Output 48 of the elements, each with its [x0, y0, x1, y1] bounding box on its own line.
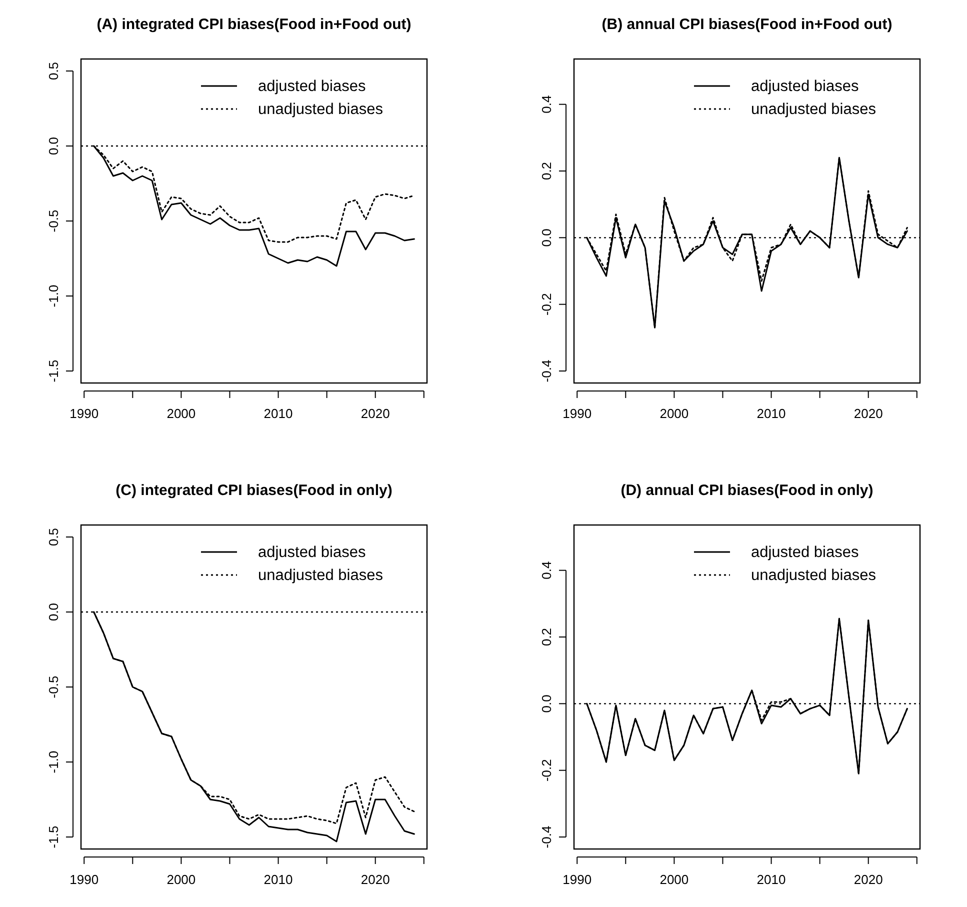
x-tick-label: 2000 — [660, 406, 689, 421]
x-tick-label: 1990 — [562, 872, 592, 887]
y-tick-label: 0.0 — [539, 694, 554, 713]
y-tick-label: 0.2 — [539, 162, 554, 180]
x-tick-label: 2020 — [854, 406, 883, 421]
x-tick-label: 2000 — [166, 406, 196, 421]
x-tick-label: 2020 — [360, 872, 390, 887]
x-tick-label: 2000 — [660, 872, 689, 887]
y-tick-label: -0.4 — [539, 826, 554, 848]
x-tick-label: 2020 — [360, 406, 390, 421]
chart-title: (D) annual CPI biases(Food in only) — [620, 482, 874, 499]
y-tick-label: 0.0 — [46, 136, 61, 156]
x-tick-label: 1990 — [70, 872, 99, 887]
legend-label: unadjusted biases — [751, 567, 876, 584]
legend-label: adjusted biases — [258, 78, 366, 95]
x-tick-label: 2010 — [756, 872, 786, 887]
y-tick-label: -0.5 — [46, 210, 61, 232]
y-tick-label: 0.4 — [539, 561, 554, 580]
y-tick-label: 0.5 — [46, 62, 61, 80]
y-tick-label: -1.0 — [46, 284, 61, 308]
y-tick-label: 0.5 — [46, 528, 61, 546]
y-tick-label: 0.2 — [539, 628, 554, 646]
y-tick-label: -0.2 — [539, 759, 554, 782]
x-tick-label: 2010 — [264, 406, 293, 421]
chart-title: (A) integrated CPI biases(Food in+Food out) — [96, 16, 412, 33]
y-tick-label: -0.5 — [46, 676, 61, 698]
y-tick-label: -1.5 — [46, 826, 61, 848]
chart-title: (C) integrated CPI biases(Food in only) — [116, 482, 392, 499]
y-tick-label: -0.4 — [539, 360, 554, 382]
y-tick-label: -0.2 — [539, 293, 554, 316]
legend-label: adjusted biases — [751, 78, 859, 95]
x-tick-label: 1990 — [70, 406, 99, 421]
x-tick-label: 2020 — [854, 872, 883, 887]
x-tick-label: 1990 — [562, 406, 592, 421]
y-tick-label: 0.4 — [539, 95, 554, 114]
x-tick-label: 2010 — [756, 406, 786, 421]
legend-label: unadjusted biases — [258, 101, 384, 118]
chart-title: (B) annual CPI biases(Food in+Food out) — [602, 16, 892, 33]
legend-label: unadjusted biases — [258, 567, 384, 584]
legend-label: adjusted biases — [258, 544, 366, 561]
x-tick-label: 2000 — [166, 872, 196, 887]
y-tick-label: -1.0 — [46, 750, 61, 774]
y-tick-label: -1.5 — [46, 360, 61, 382]
y-tick-label: 0.0 — [539, 228, 554, 247]
x-tick-label: 2010 — [264, 872, 293, 887]
legend-label: adjusted biases — [751, 544, 859, 561]
y-tick-label: 0.0 — [46, 602, 61, 622]
legend-label: unadjusted biases — [751, 101, 876, 118]
